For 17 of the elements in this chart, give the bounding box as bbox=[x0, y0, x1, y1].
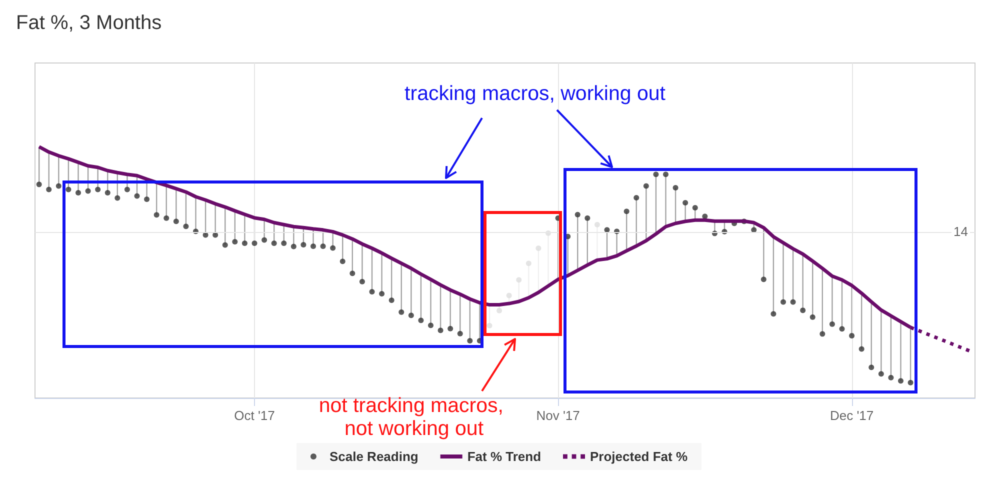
text: tracking macros, working out bbox=[404, 82, 666, 105]
x-tick-label: Dec '17 bbox=[830, 408, 874, 423]
chart-title: Fat %, 3 Months bbox=[16, 12, 162, 34]
legend-label: Scale Reading bbox=[329, 449, 418, 464]
x-tick-label: Nov '17 bbox=[536, 408, 580, 423]
annotation: not tracking macros, not working out bbox=[318, 394, 510, 440]
point bbox=[486, 322, 492, 328]
point bbox=[594, 222, 600, 228]
legend-label: Projected Fat % bbox=[590, 449, 688, 464]
annotation: 14 bbox=[954, 224, 968, 239]
x-tick-label: Oct '17 bbox=[234, 408, 275, 423]
point bbox=[536, 246, 542, 252]
legend-label: Fat % Trend bbox=[467, 449, 542, 464]
point bbox=[496, 308, 502, 314]
point bbox=[506, 292, 512, 298]
point bbox=[526, 260, 532, 266]
point bbox=[516, 277, 522, 283]
